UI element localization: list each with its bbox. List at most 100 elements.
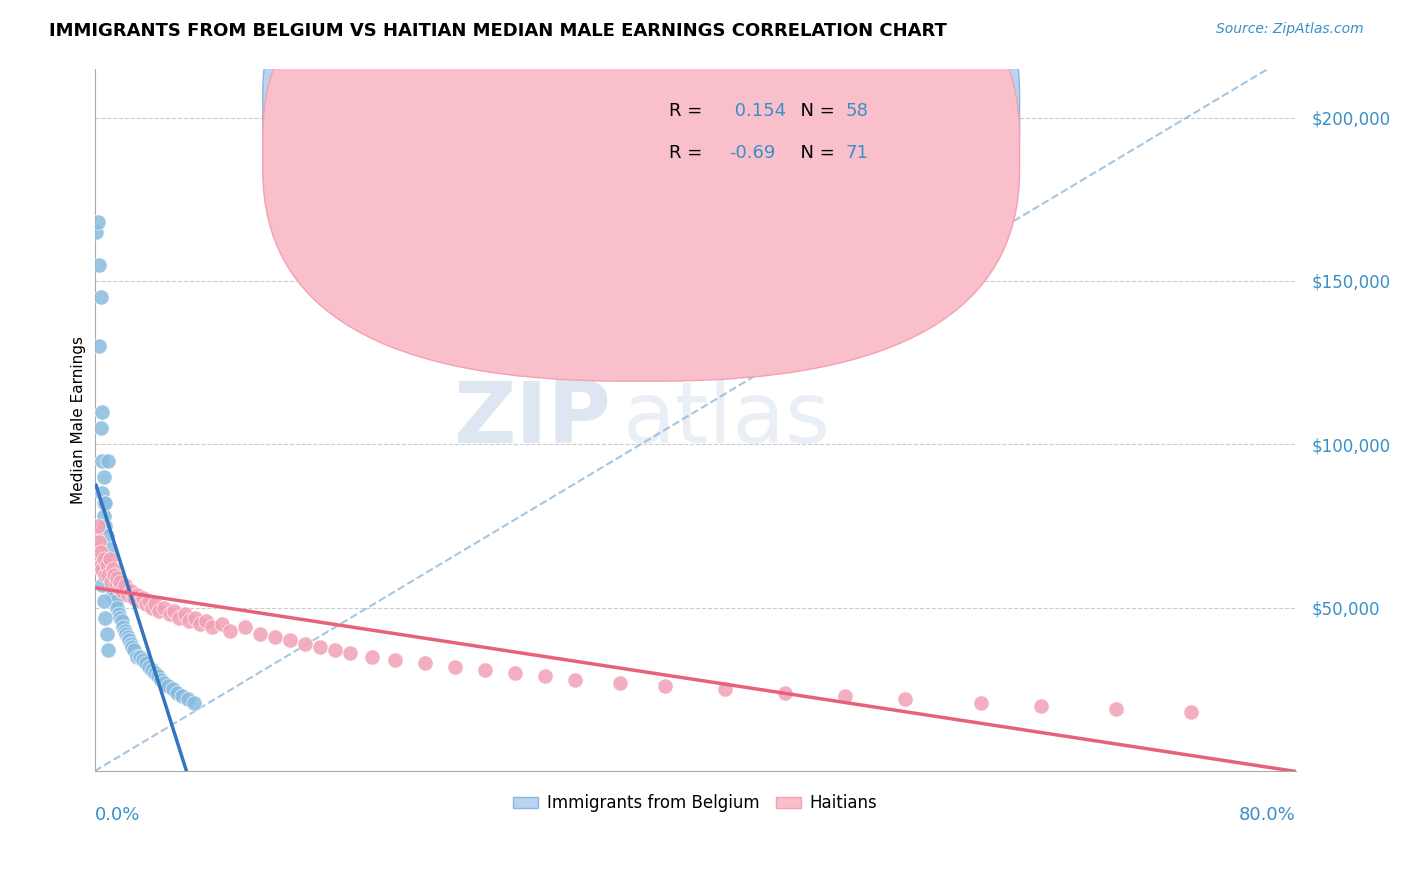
Point	[128, 649, 150, 664]
FancyBboxPatch shape	[599, 76, 918, 188]
Point	[201, 620, 224, 634]
Point	[159, 607, 181, 622]
Text: 58: 58	[845, 102, 869, 120]
Point	[87, 339, 110, 353]
Point	[194, 614, 217, 628]
Point	[105, 571, 128, 585]
Point	[91, 486, 114, 500]
Point	[128, 594, 150, 608]
Point	[94, 519, 117, 533]
Point	[564, 673, 586, 687]
Point	[105, 600, 128, 615]
FancyBboxPatch shape	[263, 0, 1019, 339]
Point	[184, 610, 207, 624]
Point	[162, 682, 184, 697]
Point	[110, 584, 132, 599]
Text: ZIP: ZIP	[453, 378, 612, 461]
Point	[138, 659, 160, 673]
Point	[120, 637, 142, 651]
Point	[413, 657, 436, 671]
Point	[94, 610, 117, 624]
Point	[115, 627, 138, 641]
Point	[97, 453, 120, 467]
Point	[104, 594, 127, 608]
Point	[173, 607, 195, 622]
Point	[135, 598, 157, 612]
Point	[84, 529, 107, 543]
Point	[91, 578, 114, 592]
Point	[775, 686, 797, 700]
Point	[1105, 702, 1128, 716]
Point	[120, 584, 142, 599]
Point	[96, 529, 118, 543]
Point	[122, 591, 145, 605]
Point	[101, 561, 124, 575]
Point	[294, 637, 316, 651]
Point	[101, 581, 124, 595]
Point	[93, 594, 115, 608]
Point	[969, 696, 991, 710]
Point	[94, 496, 117, 510]
FancyBboxPatch shape	[263, 0, 1019, 381]
Point	[135, 657, 157, 671]
Point	[263, 630, 285, 644]
Point	[141, 600, 163, 615]
Point	[110, 614, 132, 628]
Point	[86, 519, 108, 533]
Point	[97, 643, 120, 657]
Point	[278, 633, 301, 648]
Point	[131, 653, 153, 667]
Point	[103, 568, 125, 582]
Point	[87, 258, 110, 272]
Point	[121, 640, 143, 654]
Point	[100, 574, 122, 589]
Point	[152, 600, 174, 615]
Point	[87, 535, 110, 549]
Point	[1029, 698, 1052, 713]
Point	[125, 588, 148, 602]
Point	[97, 568, 120, 582]
Point	[87, 551, 110, 566]
Point	[114, 578, 136, 592]
Point	[122, 643, 145, 657]
Point	[167, 610, 190, 624]
Point	[93, 551, 115, 566]
Point	[176, 692, 198, 706]
Point	[141, 663, 163, 677]
Text: -0.69: -0.69	[728, 144, 775, 161]
Point	[101, 584, 124, 599]
Point	[91, 405, 114, 419]
Point	[179, 614, 201, 628]
Point	[149, 673, 172, 687]
Point	[444, 659, 467, 673]
Point	[107, 607, 129, 622]
Point	[93, 470, 115, 484]
Point	[339, 647, 361, 661]
Text: 71: 71	[845, 144, 869, 161]
Point	[188, 617, 211, 632]
Point	[170, 689, 193, 703]
Point	[86, 541, 108, 556]
Point	[108, 610, 131, 624]
Point	[96, 558, 118, 573]
Point	[118, 633, 141, 648]
Point	[384, 653, 406, 667]
Text: 80.0%: 80.0%	[1239, 806, 1296, 824]
Point	[714, 682, 737, 697]
Point	[93, 509, 115, 524]
Point	[609, 676, 631, 690]
Legend: Immigrants from Belgium, Haitians: Immigrants from Belgium, Haitians	[506, 788, 884, 819]
Point	[96, 627, 118, 641]
Point	[894, 692, 917, 706]
Text: R =: R =	[669, 144, 707, 161]
Point	[93, 496, 115, 510]
Point	[90, 290, 112, 304]
Point	[163, 604, 186, 618]
Point	[308, 640, 330, 654]
Point	[503, 666, 526, 681]
Point	[91, 453, 114, 467]
Point	[103, 591, 125, 605]
Text: Source: ZipAtlas.com: Source: ZipAtlas.com	[1216, 22, 1364, 37]
Point	[218, 624, 240, 638]
Point	[108, 574, 131, 589]
